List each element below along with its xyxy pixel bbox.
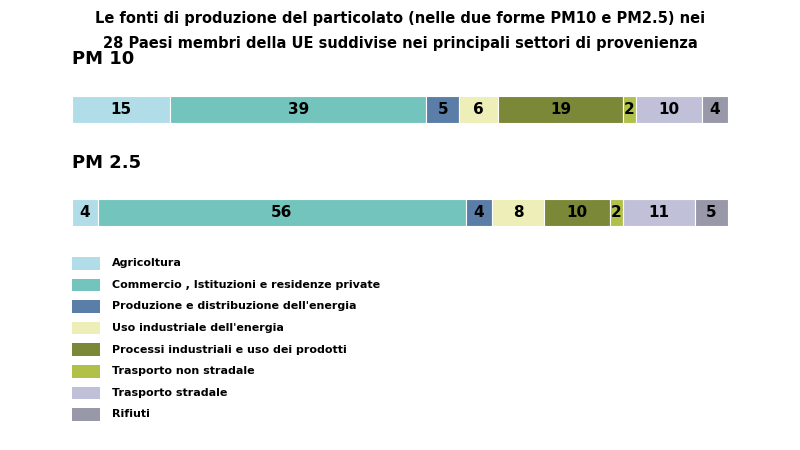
Text: 15: 15	[110, 102, 132, 117]
Text: 28 Paesi membri della UE suddivise nei principali settori di provenienza: 28 Paesi membri della UE suddivise nei p…	[102, 36, 698, 51]
Text: 6: 6	[474, 102, 484, 117]
Text: PM 2.5: PM 2.5	[72, 154, 141, 172]
Text: Trasporto non stradale: Trasporto non stradale	[112, 366, 254, 376]
Text: Rifiuti: Rifiuti	[112, 410, 150, 419]
Text: Processi industriali e uso dei prodotti: Processi industriali e uso dei prodotti	[112, 345, 346, 355]
Bar	[72, 96, 170, 122]
Text: Le fonti di produzione del particolato (nelle due forme PM10 e PM2.5) nei: Le fonti di produzione del particolato (…	[95, 11, 705, 26]
Text: 56: 56	[271, 205, 293, 220]
Bar	[426, 96, 459, 122]
Bar	[459, 96, 498, 122]
Text: Produzione e distribuzione dell'energia: Produzione e distribuzione dell'energia	[112, 302, 357, 311]
Text: 8: 8	[513, 205, 523, 220]
Bar	[170, 96, 426, 122]
Bar	[695, 199, 728, 226]
Bar	[623, 96, 636, 122]
Bar	[623, 199, 695, 226]
Bar	[72, 199, 98, 226]
Text: 2: 2	[624, 102, 635, 117]
Text: 11: 11	[649, 205, 670, 220]
Text: Trasporto stradale: Trasporto stradale	[112, 388, 227, 398]
Text: 5: 5	[438, 102, 448, 117]
Bar	[544, 199, 610, 226]
Text: 10: 10	[658, 102, 679, 117]
Text: 19: 19	[550, 102, 571, 117]
Text: Commercio , Istituzioni e residenze private: Commercio , Istituzioni e residenze priv…	[112, 280, 380, 290]
Bar	[636, 96, 702, 122]
Text: 4: 4	[80, 205, 90, 220]
Bar	[610, 199, 623, 226]
Bar	[492, 199, 544, 226]
Text: 5: 5	[706, 205, 717, 220]
Text: Agricoltura: Agricoltura	[112, 258, 182, 268]
Text: Uso industriale dell'energia: Uso industriale dell'energia	[112, 323, 284, 333]
Bar	[98, 199, 466, 226]
Text: PM 10: PM 10	[72, 50, 134, 68]
Text: 4: 4	[474, 205, 484, 220]
Text: 39: 39	[288, 102, 309, 117]
Text: 2: 2	[611, 205, 622, 220]
Bar	[702, 96, 728, 122]
Bar	[466, 199, 492, 226]
Text: 4: 4	[710, 102, 720, 117]
Bar	[498, 96, 623, 122]
Text: 10: 10	[566, 205, 588, 220]
